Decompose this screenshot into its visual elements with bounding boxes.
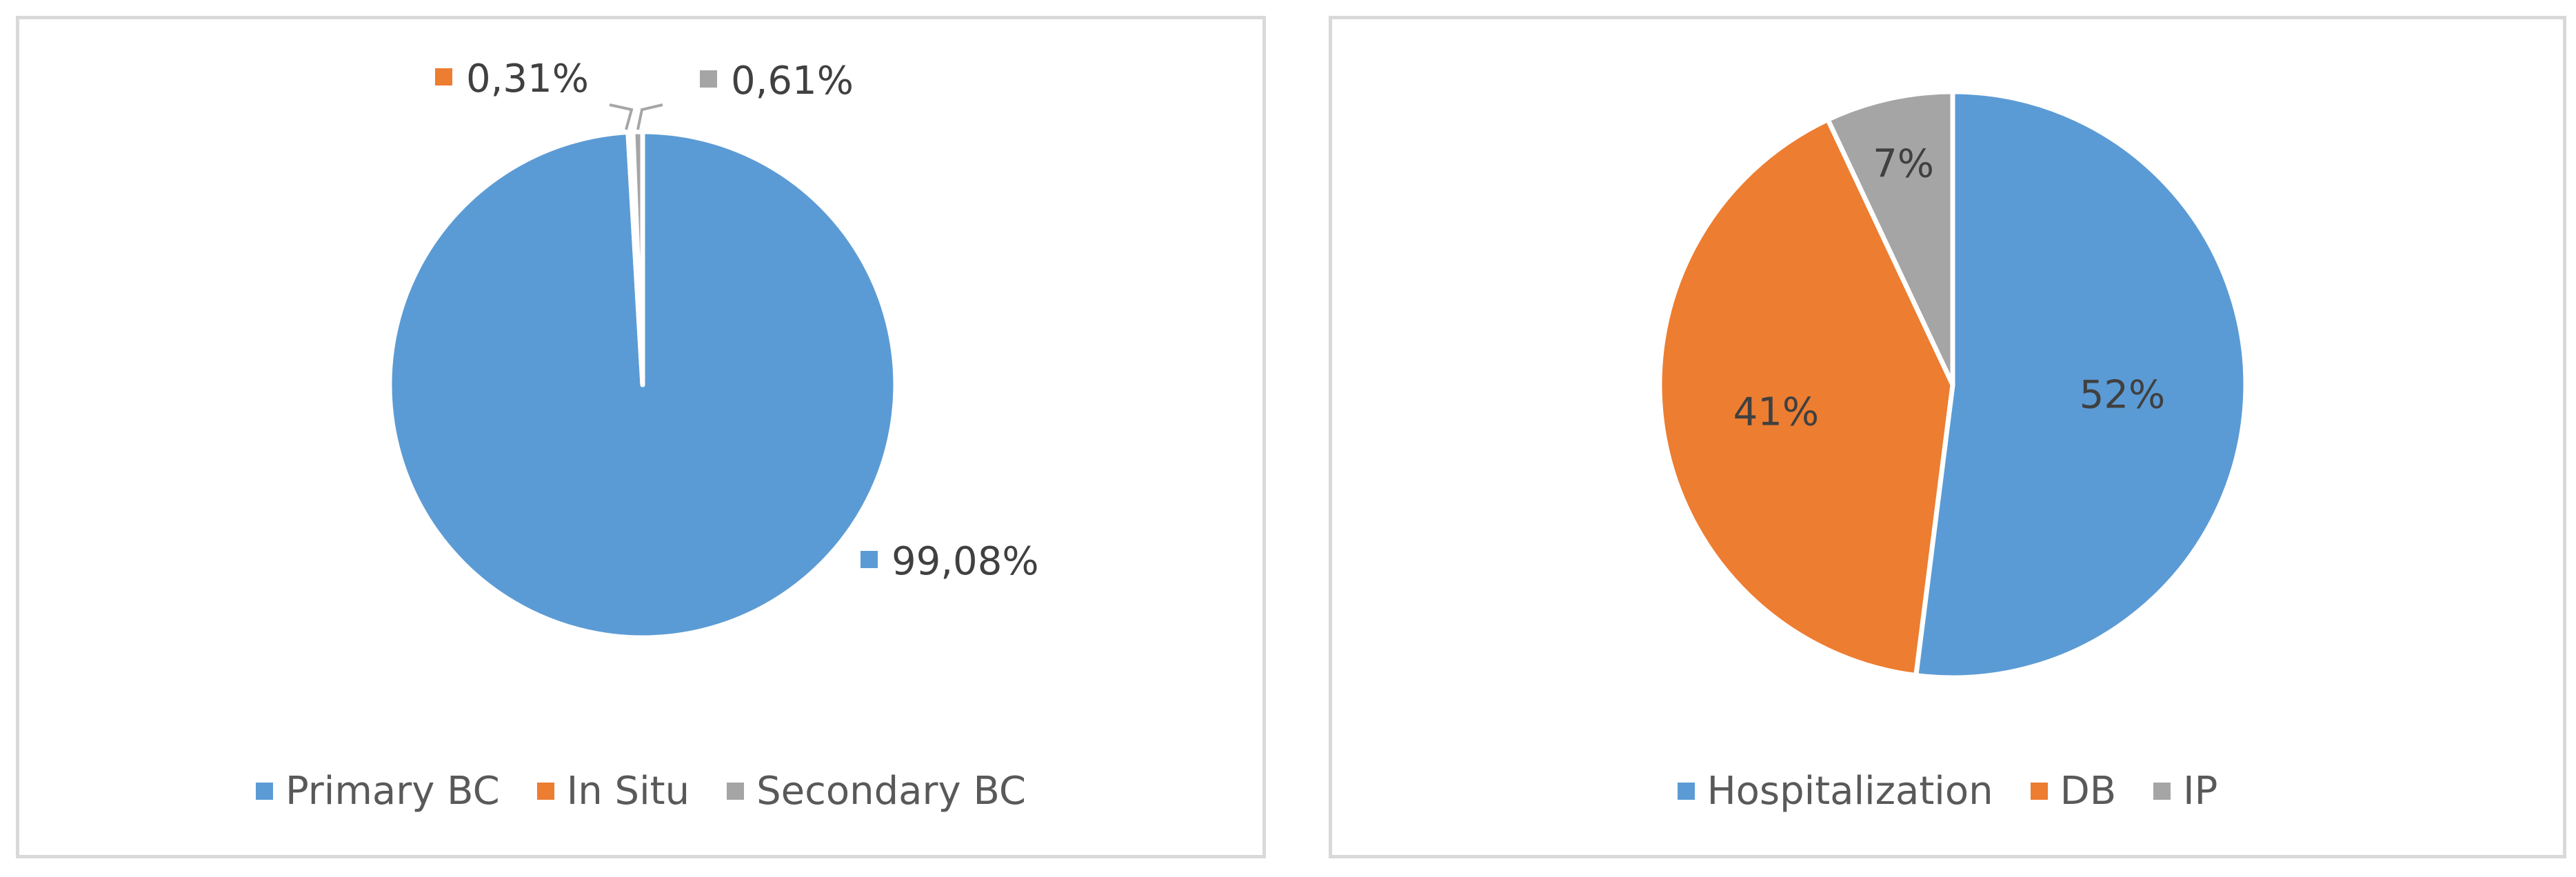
legend-swatch-primary-bc	[255, 783, 273, 800]
legend-label-ip: IP	[2183, 769, 2218, 814]
data-label-primary-bc: 99,08%	[892, 539, 1039, 584]
pie-slice-secondary-bc	[630, 129, 645, 387]
leader-line-secondary-bc	[636, 103, 663, 130]
legend-swatch-ip	[2153, 783, 2171, 800]
data-label-secondary-bc: 0,61%	[731, 59, 854, 103]
data-label-in-situ: 0,31%	[466, 57, 589, 101]
legend-label-in-situ: In Situ	[566, 769, 690, 814]
legend-swatch-hospitalization	[1677, 783, 1695, 800]
legend-item-hospitalization: Hospitalization	[1677, 769, 1993, 814]
legend-item-primary-bc: Primary BC	[255, 769, 500, 814]
legend-label-db: DB	[2060, 769, 2117, 814]
data-label-db: 41%	[1733, 390, 1819, 435]
legend-label-primary-bc: Primary BC	[285, 769, 500, 814]
data-label-swatch-primary-bc	[861, 551, 878, 568]
legend-label-secondary-bc: Secondary BC	[756, 769, 1026, 814]
leader-line-in-situ	[609, 103, 634, 130]
legend-item-in-situ: In Situ	[536, 769, 690, 814]
pie-slice-ip	[1825, 89, 1955, 387]
legend-swatch-db	[2030, 783, 2048, 800]
pie-chart-left: 99,08% 0,31% 0,61%	[387, 57, 1039, 641]
legend-item-ip: IP	[2153, 769, 2217, 814]
breast-cancer-type-pie-chart: 99,08% 0,31% 0,61% Primary BC In Situ Seco…	[16, 16, 1266, 858]
hospitalization-pie-chart: 52% 41% 7% Hospitalization DB IP	[1329, 16, 2566, 858]
data-label-hospitalization: 52%	[2080, 373, 2165, 418]
data-label-ip: 7%	[1873, 142, 1934, 187]
legend-left: Primary BC In Situ Secondary BC	[19, 769, 1262, 814]
legend-right: Hospitalization DB IP	[1332, 769, 2563, 814]
data-label-swatch-in-situ	[435, 68, 452, 85]
pie-slice-db	[1657, 117, 1955, 678]
pie-chart-right: 52% 41% 7%	[1657, 89, 2248, 681]
data-label-swatch-secondary-bc	[700, 70, 717, 88]
legend-item-db: DB	[2030, 769, 2117, 814]
legend-swatch-in-situ	[536, 783, 554, 800]
legend-swatch-secondary-bc	[727, 783, 745, 800]
pie-slice-hospitalization	[1913, 89, 2248, 681]
legend-label-hospitalization: Hospitalization	[1707, 769, 1993, 814]
legend-item-secondary-bc: Secondary BC	[727, 769, 1026, 814]
